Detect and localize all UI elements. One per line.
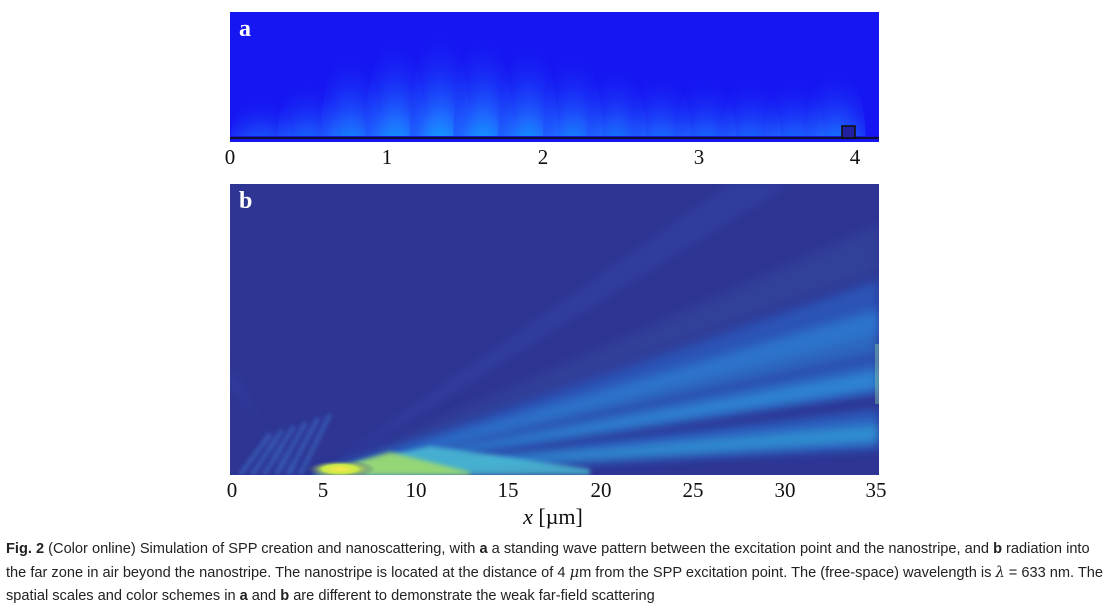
standing-wave-lobe	[675, 75, 736, 142]
panel-b-heatmap	[230, 184, 879, 475]
x-axis-label: x [µm]	[523, 504, 583, 530]
panel-a-tick: 2	[537, 145, 549, 169]
figure-caption: Fig. 2 (Color online) Simulation of SPP …	[6, 538, 1111, 608]
x-axis-variable: x	[523, 504, 533, 529]
caption-ref-b: b	[280, 588, 290, 604]
standing-wave-lobe	[498, 39, 559, 142]
panel-b-tick: 20	[590, 478, 612, 502]
caption-text: are different to demonstrate the weak fa…	[289, 588, 655, 604]
standing-wave-lobe	[586, 63, 647, 142]
panel-b-tick: 35	[865, 478, 887, 502]
standing-wave-lobe	[365, 35, 426, 142]
caption-ref-a: a	[479, 541, 488, 557]
figure-label: Fig. 2	[6, 541, 45, 557]
near-field-fringe	[286, 417, 320, 475]
caption-text: m from the SPP excitation point. The (fr…	[579, 565, 996, 581]
caption-text: radiation into the far zone in air beyon…	[6, 541, 1090, 581]
caption-text: = 633 nm. The spatial scales and color s…	[6, 565, 1104, 604]
near-field-fringe	[262, 425, 296, 475]
standing-wave-lobe	[230, 95, 291, 142]
x-axis-unit: [µm]	[538, 504, 583, 529]
caption-text: (Color online) Simulation of SPP creatio…	[44, 541, 480, 557]
panel-a-tick: 4	[849, 145, 861, 169]
caption-lambda: λ	[995, 564, 1005, 581]
nanostripe	[841, 125, 856, 139]
standing-wave-lobe	[453, 31, 514, 142]
panel-b-tick: 25	[682, 478, 704, 502]
panel-a-field-map: a	[230, 12, 879, 142]
caption-ref-b: b	[993, 541, 1002, 557]
near-field-fringe	[298, 413, 332, 475]
panel-b-tick: 10	[405, 478, 427, 502]
standing-wave-lobe	[805, 67, 866, 142]
panel-a-tick: 3	[693, 145, 705, 169]
standing-wave-lobe	[320, 51, 381, 142]
panel-b-tick: 30	[774, 478, 796, 502]
panel-a-heatmap	[230, 12, 879, 142]
panel-b-tick: 15	[497, 478, 519, 502]
caption-ref-a: a	[239, 588, 248, 604]
caption-text: a standing wave pattern between the exci…	[487, 541, 994, 557]
near-field-fringe	[250, 429, 284, 475]
panel-b-field-map: b	[230, 184, 879, 475]
near-field-fringe	[274, 421, 308, 475]
panel-a-tick: 0	[224, 145, 236, 169]
standing-wave-lobe	[631, 71, 692, 142]
panel-b-tick: 5	[317, 478, 329, 502]
near-field-fringe	[238, 433, 272, 475]
panel-a-tick: 1	[381, 145, 393, 169]
panel-a-label: a	[239, 16, 251, 42]
panel-b-tick: 0	[226, 478, 238, 502]
panel-b-label: b	[239, 188, 253, 214]
caption-mu: μ	[569, 564, 580, 581]
caption-text: and	[247, 588, 281, 604]
